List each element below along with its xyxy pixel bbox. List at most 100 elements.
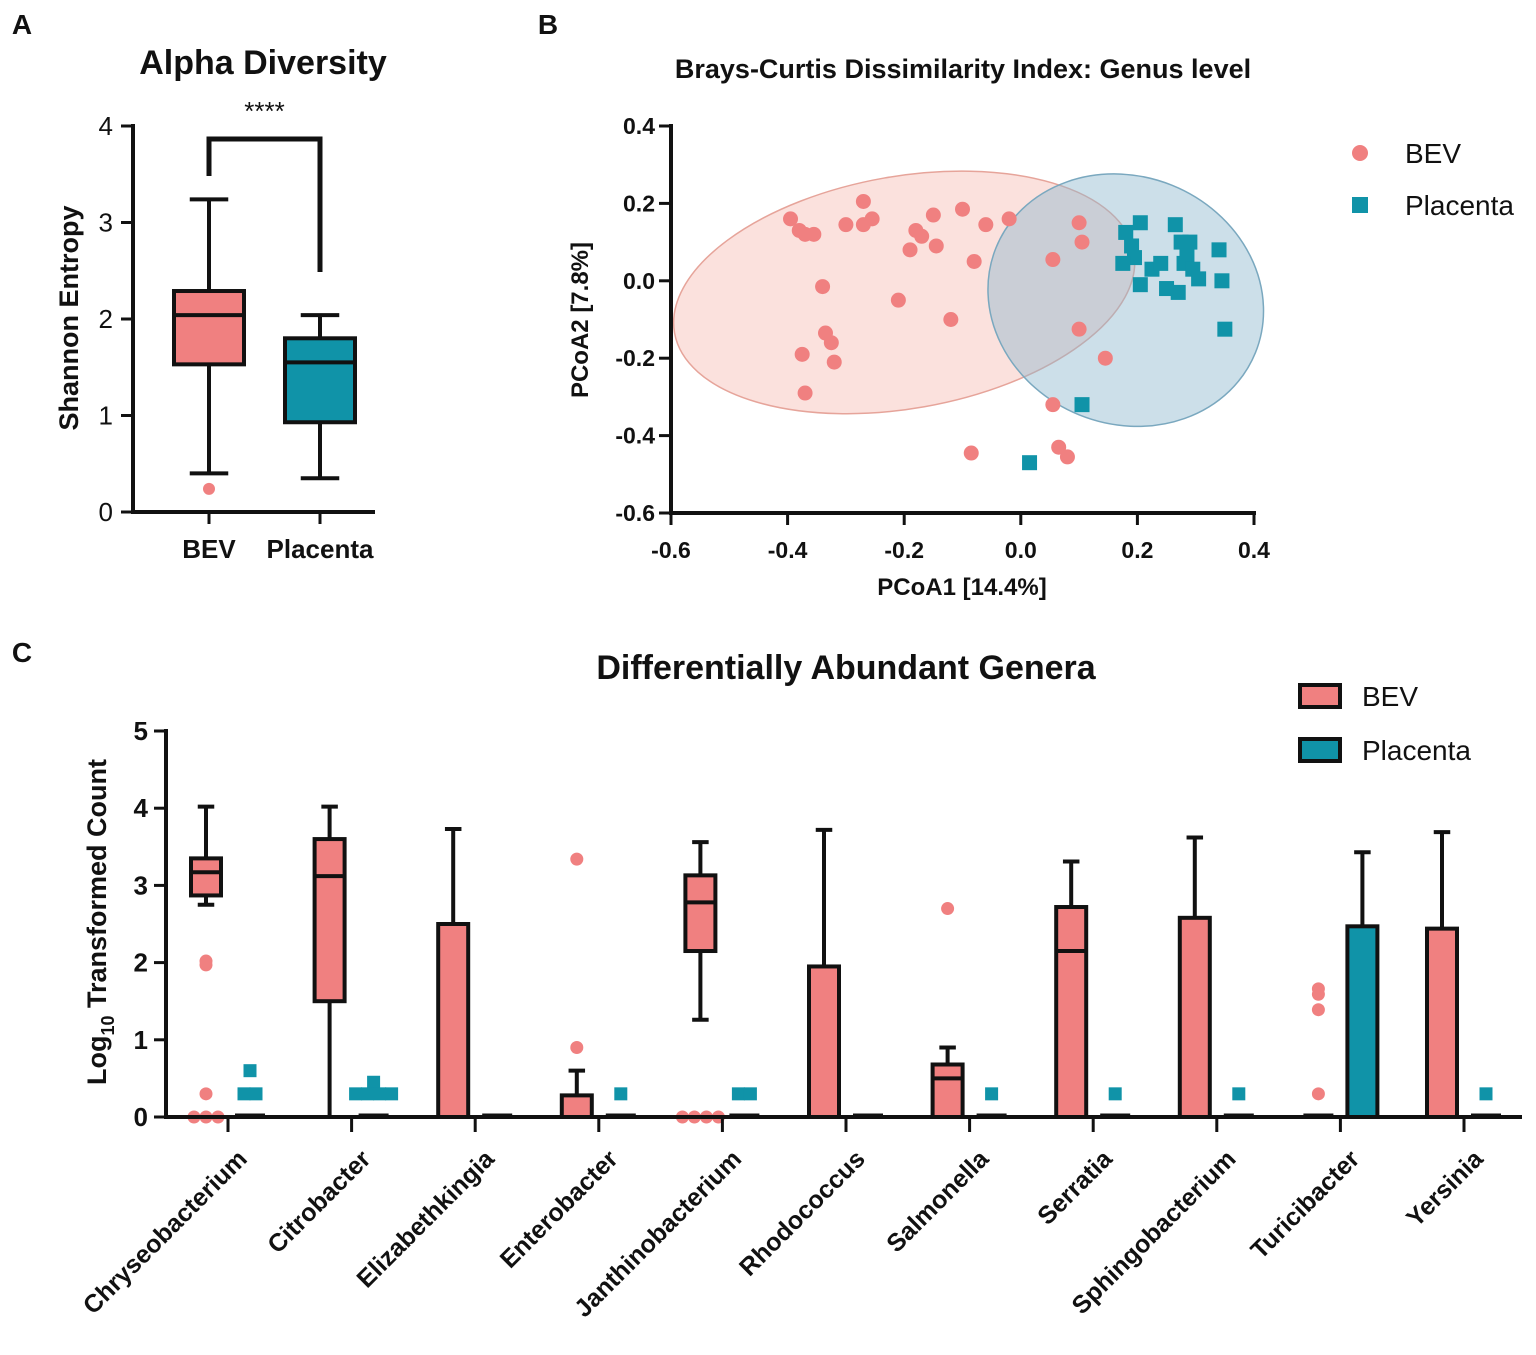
placenta-point — [1153, 255, 1169, 271]
box-bev — [559, 1068, 594, 1120]
category-rhodococcus — [807, 827, 883, 1120]
bev-outlier-point — [570, 852, 584, 866]
outlier-point — [203, 482, 215, 495]
placenta-outlier-point — [237, 1087, 251, 1101]
box-bev — [1425, 830, 1459, 1120]
box — [807, 964, 841, 1120]
x-tick-label: Yersinia — [1401, 1144, 1489, 1232]
x-tick-label: Rhodococcus — [734, 1145, 871, 1282]
y-tick-label: 4 — [134, 793, 149, 823]
box-bev — [436, 827, 471, 1119]
x-tick-label: 0.0 — [1005, 537, 1037, 563]
bev-point — [943, 312, 959, 327]
box — [1177, 915, 1212, 1119]
y-tick-label: 3 — [99, 208, 113, 238]
placenta-point — [1115, 255, 1131, 271]
bev-point — [966, 253, 982, 269]
box-bev — [807, 827, 841, 1120]
legend-label-placenta: Placenta — [1362, 735, 1471, 766]
bev-point — [826, 354, 842, 370]
y-tick-label: 5 — [134, 716, 148, 746]
category-elizabethkingia — [436, 827, 513, 1119]
box-bev — [172, 197, 246, 476]
legend-marker-placenta — [1298, 737, 1342, 763]
y-axis-label-part: 10 — [98, 1016, 118, 1036]
placenta-outlier-point — [361, 1087, 375, 1101]
bev-point — [1001, 211, 1017, 227]
panel-letter-a: A — [12, 9, 32, 40]
category-janthinobacterium — [675, 840, 760, 1124]
category-sphingobacterium — [1177, 835, 1254, 1119]
bev-point — [928, 238, 944, 254]
bev-point — [783, 211, 799, 227]
bev-point — [794, 346, 810, 362]
category-citrobacter — [312, 804, 399, 1119]
bev-point — [823, 335, 839, 351]
y-tick-label: 2 — [99, 304, 113, 334]
bev-point — [963, 445, 979, 461]
box — [172, 289, 246, 367]
box — [930, 1062, 965, 1120]
category-turicibacter — [1303, 850, 1380, 1119]
placenta-outlier-point — [985, 1087, 999, 1101]
placenta-point — [1126, 250, 1142, 266]
x-tick-label: Citrobacter — [262, 1145, 376, 1259]
placenta-point — [1124, 238, 1140, 254]
bev-point — [925, 207, 941, 223]
bev-point — [1045, 397, 1061, 413]
bev-outlier-point — [1311, 1003, 1325, 1017]
box — [683, 873, 718, 954]
bev-point — [902, 242, 918, 258]
bev-point — [838, 217, 854, 233]
placenta-point — [1170, 284, 1186, 300]
bev-point — [855, 193, 871, 209]
bev-outlier-point — [570, 1041, 584, 1055]
significance-label: **** — [244, 96, 284, 126]
y-tick-label: 2 — [134, 948, 148, 978]
placenta-point — [1022, 455, 1038, 471]
y-tick-label: 4 — [99, 111, 113, 141]
bev-point — [978, 217, 994, 233]
placenta-outlier-point — [1232, 1087, 1246, 1101]
placenta-outlier-point — [367, 1075, 381, 1089]
y-tick-label: -0.6 — [615, 500, 655, 526]
legend-label-bev: BEV — [1405, 138, 1461, 169]
box — [436, 922, 471, 1119]
box — [559, 1093, 594, 1120]
placenta-point — [1214, 273, 1230, 289]
box — [1345, 924, 1380, 1119]
box — [1425, 926, 1459, 1120]
category-salmonella — [930, 902, 1007, 1120]
placenta-outlier-point — [614, 1087, 628, 1101]
category-yersinia — [1425, 830, 1501, 1120]
y-tick-label: -0.4 — [615, 423, 655, 449]
placenta-outlier-point — [243, 1064, 257, 1078]
placenta-point — [1132, 215, 1148, 231]
placenta-point — [1167, 217, 1183, 233]
bev-outlier-point — [941, 902, 955, 916]
box-bev — [683, 840, 718, 1022]
placenta-point — [1118, 224, 1134, 240]
placenta-outlier-point — [1108, 1087, 1122, 1101]
placenta-point — [1159, 281, 1175, 297]
box-bev — [1177, 835, 1212, 1119]
x-tick-label: Serratia — [1032, 1144, 1118, 1230]
panel-letter-c: C — [12, 637, 32, 668]
y-axis-label-part: Transformed Count — [82, 759, 112, 1016]
x-tick-label: -0.6 — [651, 537, 691, 563]
x-tick-label: -0.2 — [884, 537, 924, 563]
bev-point — [806, 226, 822, 242]
box-bev — [1054, 859, 1089, 1119]
bev-outlier-point — [1311, 1087, 1325, 1101]
bev-point — [914, 228, 930, 244]
placenta-outlier-point — [743, 1087, 757, 1101]
placenta-outlier-point — [385, 1087, 399, 1101]
panel-a-alpha-diversity: Alpha Diversity 0 1 2 3 4 Shannon Entropy BEV Pl… — [54, 44, 387, 564]
y-axis-label: Log10 Transformed Count — [82, 759, 118, 1085]
x-tick-label: Chryseobacterium — [78, 1145, 253, 1320]
x-tick-label: -0.4 — [768, 537, 808, 563]
legend-marker-bev — [1298, 683, 1342, 709]
chart-title: Alpha Diversity — [139, 44, 387, 82]
